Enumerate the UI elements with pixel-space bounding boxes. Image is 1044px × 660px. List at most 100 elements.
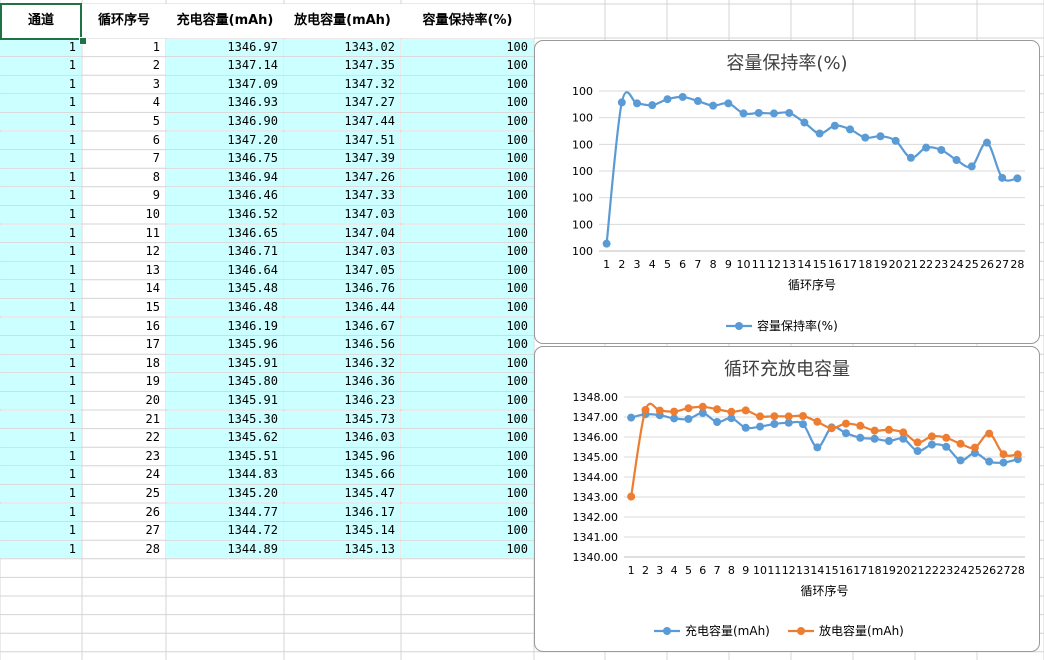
cell-cycle-no[interactable]: 26: [145, 504, 160, 519]
cell-cycle-no[interactable]: 28: [145, 541, 160, 556]
cell-discharge-capacity[interactable]: 1346.44: [284, 298, 400, 317]
cell-retention[interactable]: 100: [401, 540, 533, 559]
cell-channel[interactable]: 1: [0, 168, 81, 187]
cell-charge-capacity[interactable]: 1345.80: [166, 373, 283, 391]
cell-discharge-capacity[interactable]: 1347.05: [284, 261, 400, 280]
cell-retention[interactable]: 100: [401, 336, 533, 354]
cell-retention[interactable]: 100: [401, 261, 533, 280]
cell-retention[interactable]: 100: [401, 317, 533, 336]
cell-charge-capacity[interactable]: 1346.94: [166, 168, 283, 187]
cell-channel[interactable]: 1: [0, 336, 81, 354]
cell-retention[interactable]: 100: [401, 503, 533, 522]
cell-channel[interactable]: 1: [0, 522, 81, 540]
cell-retention[interactable]: 100: [401, 38, 533, 57]
cell-discharge-capacity[interactable]: 1347.03: [284, 243, 400, 261]
cell-retention[interactable]: 100: [401, 484, 533, 503]
cell-cycle-no[interactable]: 14: [145, 281, 160, 296]
cell-cycle-no[interactable]: 16: [145, 318, 160, 333]
cell-cycle-no[interactable]: 5: [152, 113, 160, 128]
cell-charge-capacity[interactable]: 1346.48: [166, 298, 283, 317]
cell-channel[interactable]: 1: [0, 38, 81, 57]
cell-charge-capacity[interactable]: 1346.71: [166, 243, 283, 261]
cell-cycle-no[interactable]: 25: [145, 485, 160, 500]
cell-discharge-capacity[interactable]: 1347.33: [284, 187, 400, 205]
cell-charge-capacity[interactable]: 1344.72: [166, 522, 283, 540]
cell-cycle-no[interactable]: 12: [145, 244, 160, 259]
header-retention[interactable]: 容量保持率(%): [401, 4, 534, 38]
cell-cycle-no[interactable]: 23: [145, 448, 160, 463]
cell-cycle-no[interactable]: 24: [145, 467, 160, 482]
cell-channel[interactable]: 1: [0, 75, 81, 94]
cell-channel[interactable]: 1: [0, 94, 81, 112]
cell-channel[interactable]: 1: [0, 187, 81, 205]
fill-handle[interactable]: [79, 37, 87, 45]
cell-channel[interactable]: 1: [0, 466, 81, 484]
cell-retention[interactable]: 100: [401, 187, 533, 205]
cell-discharge-capacity[interactable]: 1346.23: [284, 391, 400, 410]
cell-channel[interactable]: 1: [0, 224, 81, 243]
cell-retention[interactable]: 100: [401, 168, 533, 187]
cell-discharge-capacity[interactable]: 1347.26: [284, 168, 400, 187]
cell-discharge-capacity[interactable]: 1346.32: [284, 354, 400, 373]
cell-retention[interactable]: 100: [401, 522, 533, 540]
cell-retention[interactable]: 100: [401, 466, 533, 484]
cell-charge-capacity[interactable]: 1344.77: [166, 503, 283, 522]
cell-cycle-no[interactable]: 20: [145, 392, 160, 407]
header-discharge-capacity[interactable]: 放电容量(mAh): [284, 4, 401, 38]
cell-discharge-capacity[interactable]: 1347.32: [284, 75, 400, 94]
cell-cycle-no[interactable]: 22: [145, 430, 160, 445]
cell-retention[interactable]: 100: [401, 75, 533, 94]
cell-retention[interactable]: 100: [401, 391, 533, 410]
header-channel[interactable]: 通道: [0, 4, 82, 38]
cell-cycle-no[interactable]: 11: [145, 225, 160, 240]
retention-chart[interactable]: 容量保持率(%) 100 100 100 100 100 100 100 1 2 3 4 5 6 7 8 9 1…: [534, 40, 1040, 344]
cell-channel[interactable]: 1: [0, 410, 81, 429]
active-cell-selection[interactable]: [0, 3, 82, 40]
cell-channel[interactable]: 1: [0, 280, 81, 298]
cell-channel[interactable]: 1: [0, 447, 81, 466]
cell-channel[interactable]: 1: [0, 205, 81, 224]
cell-retention[interactable]: 100: [401, 150, 533, 168]
cell-retention[interactable]: 100: [401, 429, 533, 447]
cell-discharge-capacity[interactable]: 1346.03: [284, 429, 400, 447]
cell-charge-capacity[interactable]: 1345.51: [166, 447, 283, 466]
cell-retention[interactable]: 100: [401, 354, 533, 373]
cell-discharge-capacity[interactable]: 1345.66: [284, 466, 400, 484]
cell-channel[interactable]: 1: [0, 484, 81, 503]
cell-retention[interactable]: 100: [401, 280, 533, 298]
cell-channel[interactable]: 1: [0, 243, 81, 261]
cell-discharge-capacity[interactable]: 1343.02: [284, 38, 400, 57]
cell-retention[interactable]: 100: [401, 112, 533, 131]
cell-cycle-no[interactable]: 27: [145, 523, 160, 538]
cell-charge-capacity[interactable]: 1346.75: [166, 150, 283, 168]
cell-retention[interactable]: 100: [401, 205, 533, 224]
cell-cycle-no[interactable]: 8: [152, 169, 160, 184]
cell-discharge-capacity[interactable]: 1347.27: [284, 94, 400, 112]
cell-cycle-no[interactable]: 21: [145, 411, 160, 426]
cell-discharge-capacity[interactable]: 1346.17: [284, 503, 400, 522]
cell-charge-capacity[interactable]: 1345.20: [166, 484, 283, 503]
cell-cycle-no[interactable]: 17: [145, 337, 160, 352]
cell-channel[interactable]: 1: [0, 391, 81, 410]
cell-cycle-no[interactable]: 4: [152, 95, 160, 110]
cell-cycle-no[interactable]: 3: [152, 76, 160, 91]
cell-retention[interactable]: 100: [401, 243, 533, 261]
cell-discharge-capacity[interactable]: 1346.56: [284, 336, 400, 354]
cell-charge-capacity[interactable]: 1346.52: [166, 205, 283, 224]
capacity-chart[interactable]: 循环充放电容量 1348.00 1347.00 1346.00 1345.00 1344…: [534, 346, 1040, 652]
cell-discharge-capacity[interactable]: 1347.03: [284, 205, 400, 224]
header-cycle-no[interactable]: 循环序号: [82, 4, 166, 38]
cell-charge-capacity[interactable]: 1344.89: [166, 540, 283, 559]
cell-charge-capacity[interactable]: 1345.30: [166, 410, 283, 429]
cell-channel[interactable]: 1: [0, 354, 81, 373]
cell-channel[interactable]: 1: [0, 373, 81, 391]
cell-discharge-capacity[interactable]: 1347.35: [284, 57, 400, 75]
cell-charge-capacity[interactable]: 1346.19: [166, 317, 283, 336]
cell-retention[interactable]: 100: [401, 224, 533, 243]
cell-charge-capacity[interactable]: 1345.48: [166, 280, 283, 298]
cell-retention[interactable]: 100: [401, 94, 533, 112]
cell-cycle-no[interactable]: 2: [152, 58, 160, 73]
cell-channel[interactable]: 1: [0, 150, 81, 168]
cell-charge-capacity[interactable]: 1346.90: [166, 112, 283, 131]
cell-discharge-capacity[interactable]: 1345.13: [284, 540, 400, 559]
